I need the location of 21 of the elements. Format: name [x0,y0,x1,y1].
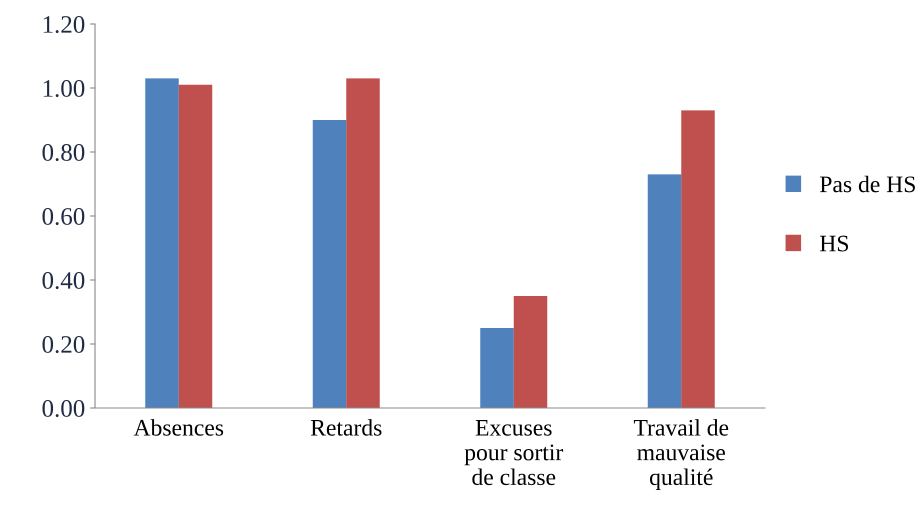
legend-label: Pas de HS [820,176,915,192]
y-tick-label: 1.00 [44,80,84,98]
bar [514,296,548,408]
bar [178,84,212,408]
x-tick-label: Travail de mauvaise qualité [634,419,728,490]
y-tick-label: 1.20 [44,16,84,34]
bar [480,328,514,408]
bar [145,78,179,408]
y-tick-label: 0.00 [42,400,84,418]
bar [681,110,715,408]
y-tick-label: 0.60 [42,208,84,226]
bar [648,174,682,408]
bar [312,120,346,408]
y-tick-label: 0.20 [42,336,84,354]
x-tick-label: Retards [310,419,382,436]
legend-label: HS [820,236,848,252]
x-tick-label: Absences [134,419,224,436]
bar [346,78,380,408]
x-tick-label: Excuses pour sortir de classe [464,420,564,486]
y-tick-label: 0.80 [42,144,84,162]
y-tick-label: 0.40 [42,272,84,290]
